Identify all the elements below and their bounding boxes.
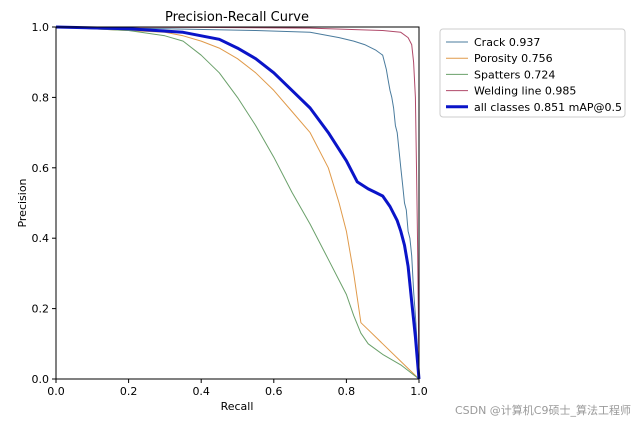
legend: Crack 0.937 Porosity 0.756 Spatters 0.724 W…: [439, 28, 626, 118]
x-tick-label: 0.2: [120, 385, 138, 398]
y-tick-label: 0.0: [32, 373, 50, 386]
y-tick-label: 0.4: [32, 232, 50, 245]
y-tick-label: 0.2: [32, 303, 50, 316]
x-tick-label: 0.6: [265, 385, 283, 398]
series-line-3: [55, 26, 420, 380]
plot-frame: [55, 26, 420, 380]
legend-label-2: Spatters 0.724: [474, 68, 555, 81]
legend-label-3: Welding line 0.985: [474, 85, 576, 98]
x-axis-label: Recall: [221, 400, 254, 413]
y-tick-label: 1.0: [32, 21, 50, 34]
series-line-4: [55, 25, 421, 380]
y-axis-ticks: 0.0 0.2 0.4 0.6 0.8 1.0: [32, 21, 56, 386]
legend-label-1: Porosity 0.756: [474, 52, 553, 65]
x-tick-label: 1.0: [410, 385, 428, 398]
y-axis-label: Precision: [16, 178, 29, 227]
legend-box: [439, 28, 626, 118]
legend-label-4: all classes 0.851 mAP@0.5: [474, 101, 622, 114]
legend-items: Crack 0.937 Porosity 0.756 Spatters 0.724 W…: [446, 36, 622, 114]
x-axis-ticks: 0.0 0.2 0.4 0.6 0.8 1.0: [47, 379, 428, 398]
x-tick-label: 0.8: [338, 385, 356, 398]
plot-lines: [55, 25, 421, 380]
series-line-2: [55, 26, 420, 380]
legend-label-0: Crack 0.937: [474, 36, 540, 49]
series-line-1: [55, 26, 420, 380]
y-tick-label: 0.8: [32, 91, 50, 104]
watermark: CSDN @计算机C9硕士_算法工程师: [454, 404, 631, 417]
chart-title: Precision-Recall Curve: [165, 10, 309, 25]
x-tick-label: 0.4: [192, 385, 210, 398]
series-line-0: [55, 26, 420, 380]
y-tick-label: 0.6: [32, 162, 50, 175]
x-tick-label: 0.0: [47, 385, 65, 398]
